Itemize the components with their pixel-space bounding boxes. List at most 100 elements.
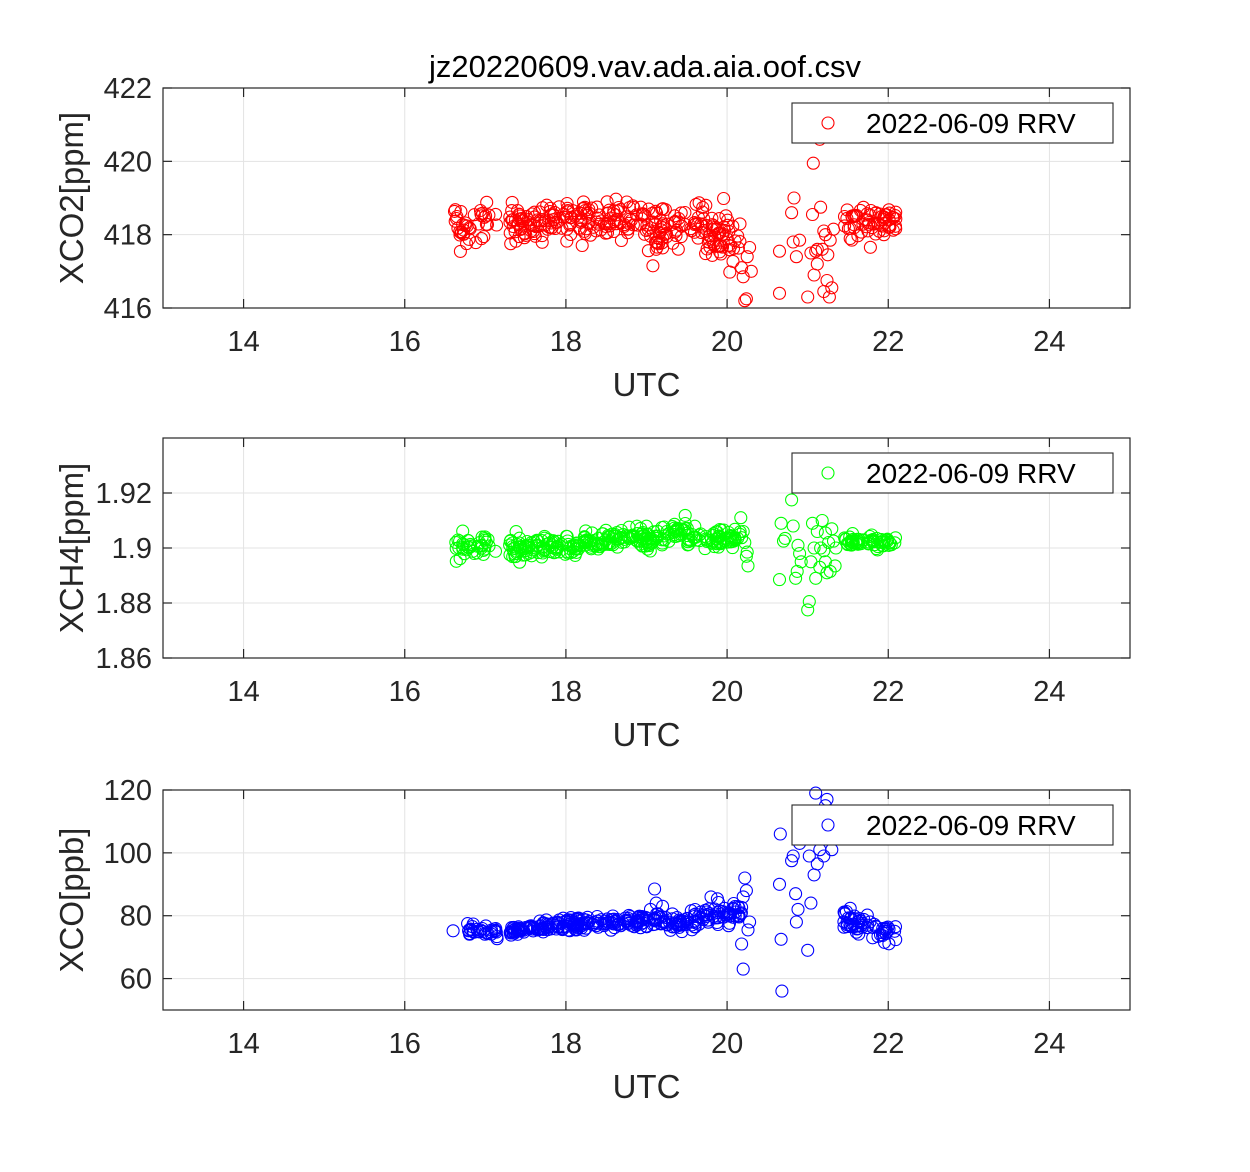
data-point <box>810 257 824 271</box>
data-point <box>696 200 710 215</box>
data-point <box>801 943 815 957</box>
data-point <box>525 545 539 559</box>
data-point <box>622 200 637 215</box>
data-point <box>454 205 468 219</box>
data-point <box>706 235 720 249</box>
data-point <box>530 534 544 548</box>
y-tick-label: 1.86 <box>96 643 152 675</box>
data-point <box>875 209 889 223</box>
data-point <box>490 218 504 232</box>
data-point <box>511 204 525 218</box>
data-point <box>716 227 730 241</box>
data-point <box>733 235 747 249</box>
x-tick-label: 18 <box>550 326 582 358</box>
legend-marker <box>821 466 835 480</box>
data-point <box>446 924 460 938</box>
x-tick-label: 24 <box>1033 676 1065 708</box>
data-point <box>535 534 549 548</box>
y-tick-label: 416 <box>104 293 152 325</box>
data-point <box>712 529 726 543</box>
data-point <box>467 208 481 222</box>
data-point <box>809 786 823 800</box>
data-point <box>601 206 616 220</box>
data-point <box>717 191 731 206</box>
data-point <box>524 536 538 550</box>
data-point <box>817 544 831 558</box>
data-point <box>735 937 749 951</box>
data-points <box>446 786 903 998</box>
data-point <box>703 907 717 921</box>
x-tick-label: 16 <box>389 1028 421 1060</box>
data-point <box>469 236 483 250</box>
data-point <box>599 523 613 537</box>
data-point <box>474 541 488 555</box>
data-point <box>713 904 727 918</box>
data-point <box>789 571 803 585</box>
panel-2: 14 16 18 20 22 24 1.86 1.88 1.9 1.92 UTC XCH4[ppm] 2… <box>53 437 1131 753</box>
data-point <box>566 204 580 218</box>
data-point <box>698 542 712 556</box>
data-point <box>868 216 882 230</box>
data-point <box>866 920 880 935</box>
data-point <box>516 214 530 228</box>
data-point <box>728 234 742 248</box>
data-point <box>805 207 820 222</box>
x-axis-label: UTC <box>613 1068 681 1105</box>
data-point <box>711 540 726 554</box>
data-point <box>505 920 519 935</box>
data-point <box>517 231 531 245</box>
data-point <box>856 200 870 214</box>
data-point <box>449 535 463 549</box>
data-point <box>591 916 605 930</box>
data-point <box>453 244 467 258</box>
data-point <box>510 546 524 560</box>
data-point <box>650 206 664 220</box>
data-point <box>736 524 750 539</box>
data-point <box>560 234 574 248</box>
x-tick-label: 24 <box>1033 1028 1065 1060</box>
data-point <box>793 546 807 561</box>
data-point <box>627 201 641 215</box>
data-point <box>543 201 558 215</box>
data-point <box>656 899 670 913</box>
data-point <box>480 195 494 209</box>
data-point <box>688 920 702 934</box>
data-point <box>807 541 821 555</box>
data-point <box>556 207 571 221</box>
x-tick-label: 14 <box>227 676 259 708</box>
data-point <box>658 227 672 241</box>
data-point <box>451 221 465 235</box>
data-point <box>643 532 657 546</box>
data-point <box>574 215 588 229</box>
x-tick-label: 18 <box>550 676 582 708</box>
data-point <box>594 214 608 228</box>
data-point <box>778 531 792 545</box>
data-point <box>489 922 503 936</box>
data-point <box>806 156 820 170</box>
data-point <box>739 292 753 306</box>
data-point <box>650 524 665 538</box>
data-point <box>649 242 663 256</box>
data-point <box>689 916 703 930</box>
legend-label: 2022-06-09 RRV <box>866 458 1076 489</box>
data-point <box>689 217 703 231</box>
data-point <box>879 923 893 937</box>
data-point <box>820 273 834 288</box>
data-point <box>787 191 801 205</box>
data-point <box>882 538 896 552</box>
data-point <box>538 920 552 934</box>
x-tick-label: 16 <box>389 676 421 708</box>
data-point <box>544 216 558 230</box>
data-point <box>600 195 614 209</box>
data-point <box>847 221 861 235</box>
data-point <box>513 922 527 936</box>
data-point <box>774 516 788 530</box>
data-point <box>528 210 542 224</box>
data-point <box>613 216 627 230</box>
data-point <box>622 908 636 922</box>
data-point <box>669 228 683 243</box>
figure-title: jz20220609.vav.ada.aia.oof.csv <box>428 49 862 84</box>
data-point <box>562 914 577 928</box>
data-point <box>521 213 535 227</box>
